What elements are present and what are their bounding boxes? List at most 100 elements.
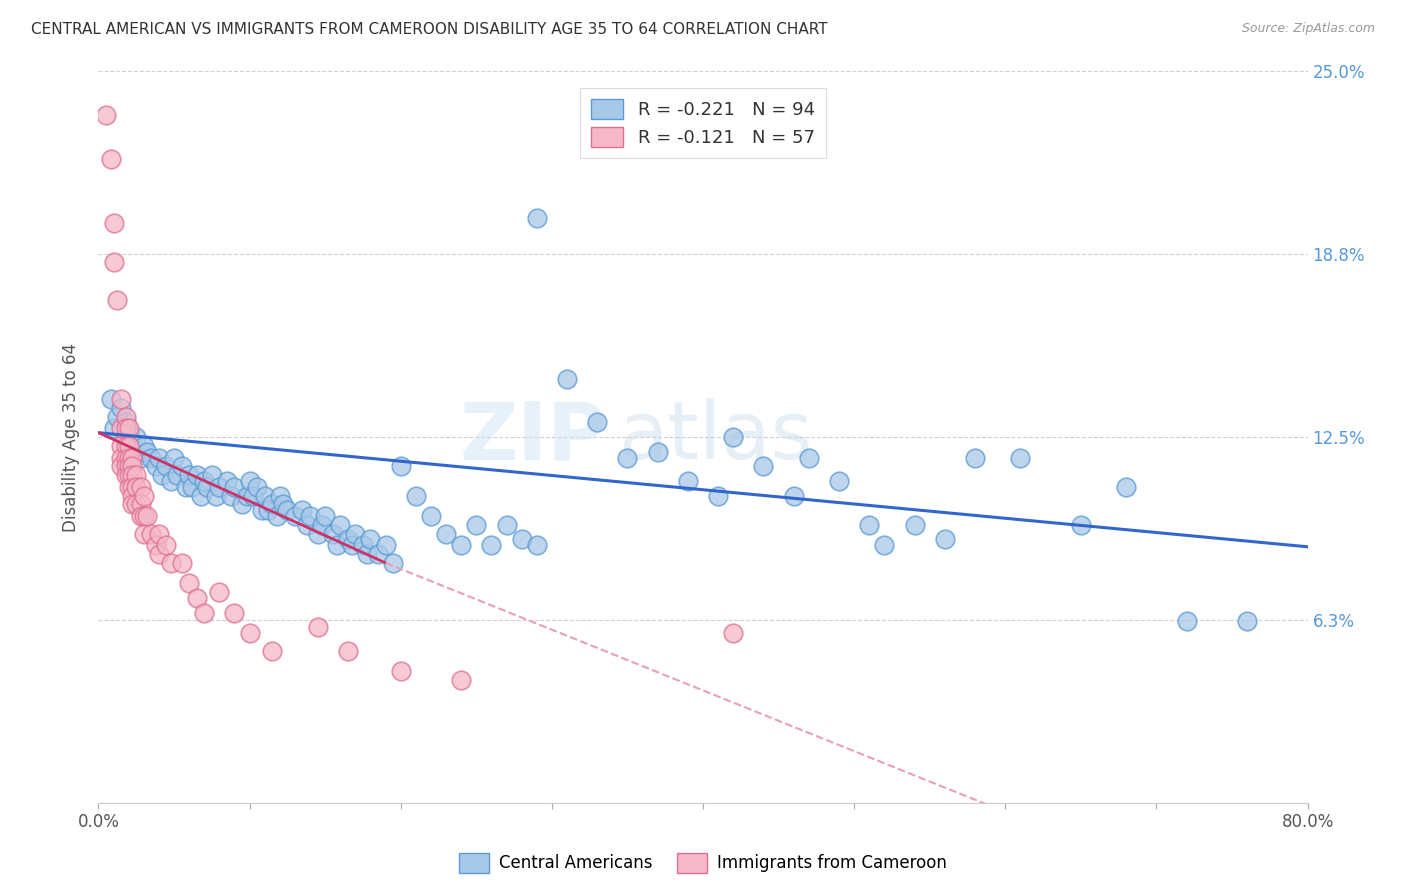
Point <box>965 450 987 465</box>
Point <box>752 459 775 474</box>
Point <box>797 450 820 465</box>
Point <box>103 421 125 435</box>
Point <box>253 489 276 503</box>
Point <box>314 509 336 524</box>
Point <box>190 489 212 503</box>
Point <box>256 503 278 517</box>
Point <box>934 533 956 547</box>
Point <box>329 517 352 532</box>
Point <box>262 643 284 657</box>
Point <box>129 509 152 524</box>
Point <box>326 538 349 552</box>
Point <box>193 474 215 488</box>
Point <box>783 489 806 503</box>
Point <box>1070 517 1092 532</box>
Point <box>141 526 163 541</box>
Point <box>125 497 148 511</box>
Point <box>616 450 638 465</box>
Point <box>105 293 128 307</box>
Point <box>160 474 183 488</box>
Point <box>208 480 231 494</box>
Point <box>284 509 307 524</box>
Point <box>405 489 427 503</box>
Point <box>110 450 132 465</box>
Point <box>246 480 269 494</box>
Point <box>186 468 208 483</box>
Point <box>276 503 298 517</box>
Text: Source: ZipAtlas.com: Source: ZipAtlas.com <box>1241 22 1375 36</box>
Point <box>434 526 457 541</box>
Point <box>118 480 141 494</box>
Point <box>266 509 288 524</box>
Point <box>110 392 132 406</box>
Point <box>356 547 378 561</box>
Legend: R = -0.221   N = 94, R = -0.121   N = 57: R = -0.221 N = 94, R = -0.121 N = 57 <box>581 87 825 158</box>
Text: CENTRAL AMERICAN VS IMMIGRANTS FROM CAMEROON DISABILITY AGE 35 TO 64 CORRELATION: CENTRAL AMERICAN VS IMMIGRANTS FROM CAME… <box>31 22 828 37</box>
Point <box>103 217 125 231</box>
Point <box>94 108 117 122</box>
Point <box>221 489 243 503</box>
Text: atlas: atlas <box>619 398 813 476</box>
Point <box>179 576 201 591</box>
Point <box>1236 615 1258 629</box>
Point <box>205 489 228 503</box>
Point <box>114 421 136 435</box>
Point <box>299 509 322 524</box>
Point <box>723 626 745 640</box>
Point <box>145 538 167 552</box>
Point <box>873 538 896 552</box>
Point <box>129 497 152 511</box>
Point <box>150 468 173 483</box>
Point <box>114 439 136 453</box>
Point <box>121 468 143 483</box>
Point <box>114 416 136 430</box>
Point <box>336 533 359 547</box>
Point <box>295 517 318 532</box>
Point <box>235 489 257 503</box>
Point <box>125 480 148 494</box>
Point <box>148 526 170 541</box>
Point <box>647 444 669 458</box>
Point <box>195 480 218 494</box>
Point <box>110 459 132 474</box>
Point <box>100 392 122 406</box>
Point <box>121 450 143 465</box>
Point <box>118 424 141 438</box>
Point <box>360 533 382 547</box>
Point <box>495 517 517 532</box>
Point <box>110 401 132 415</box>
Point <box>132 526 155 541</box>
Point <box>269 489 291 503</box>
Point <box>465 517 488 532</box>
Point <box>374 538 396 552</box>
Point <box>148 547 170 561</box>
Point <box>148 450 170 465</box>
Point <box>1115 480 1137 494</box>
Point <box>239 626 262 640</box>
Point <box>118 421 141 435</box>
Point <box>141 450 163 465</box>
Point <box>231 497 253 511</box>
Point <box>291 503 314 517</box>
Point <box>224 606 246 620</box>
Point <box>155 459 177 474</box>
Point <box>179 468 201 483</box>
Point <box>250 503 273 517</box>
Point <box>450 673 472 687</box>
Point <box>208 585 231 599</box>
Point <box>170 459 193 474</box>
Point <box>181 480 204 494</box>
Point <box>1010 450 1032 465</box>
Point <box>586 416 609 430</box>
Point <box>121 480 143 494</box>
Point <box>114 409 136 424</box>
Point <box>160 556 183 570</box>
Point <box>307 526 329 541</box>
Point <box>510 533 533 547</box>
Point <box>110 439 132 453</box>
Point <box>224 480 246 494</box>
Point <box>114 450 136 465</box>
Point <box>481 538 503 552</box>
Y-axis label: Disability Age 35 to 64: Disability Age 35 to 64 <box>62 343 80 532</box>
Point <box>132 489 155 503</box>
